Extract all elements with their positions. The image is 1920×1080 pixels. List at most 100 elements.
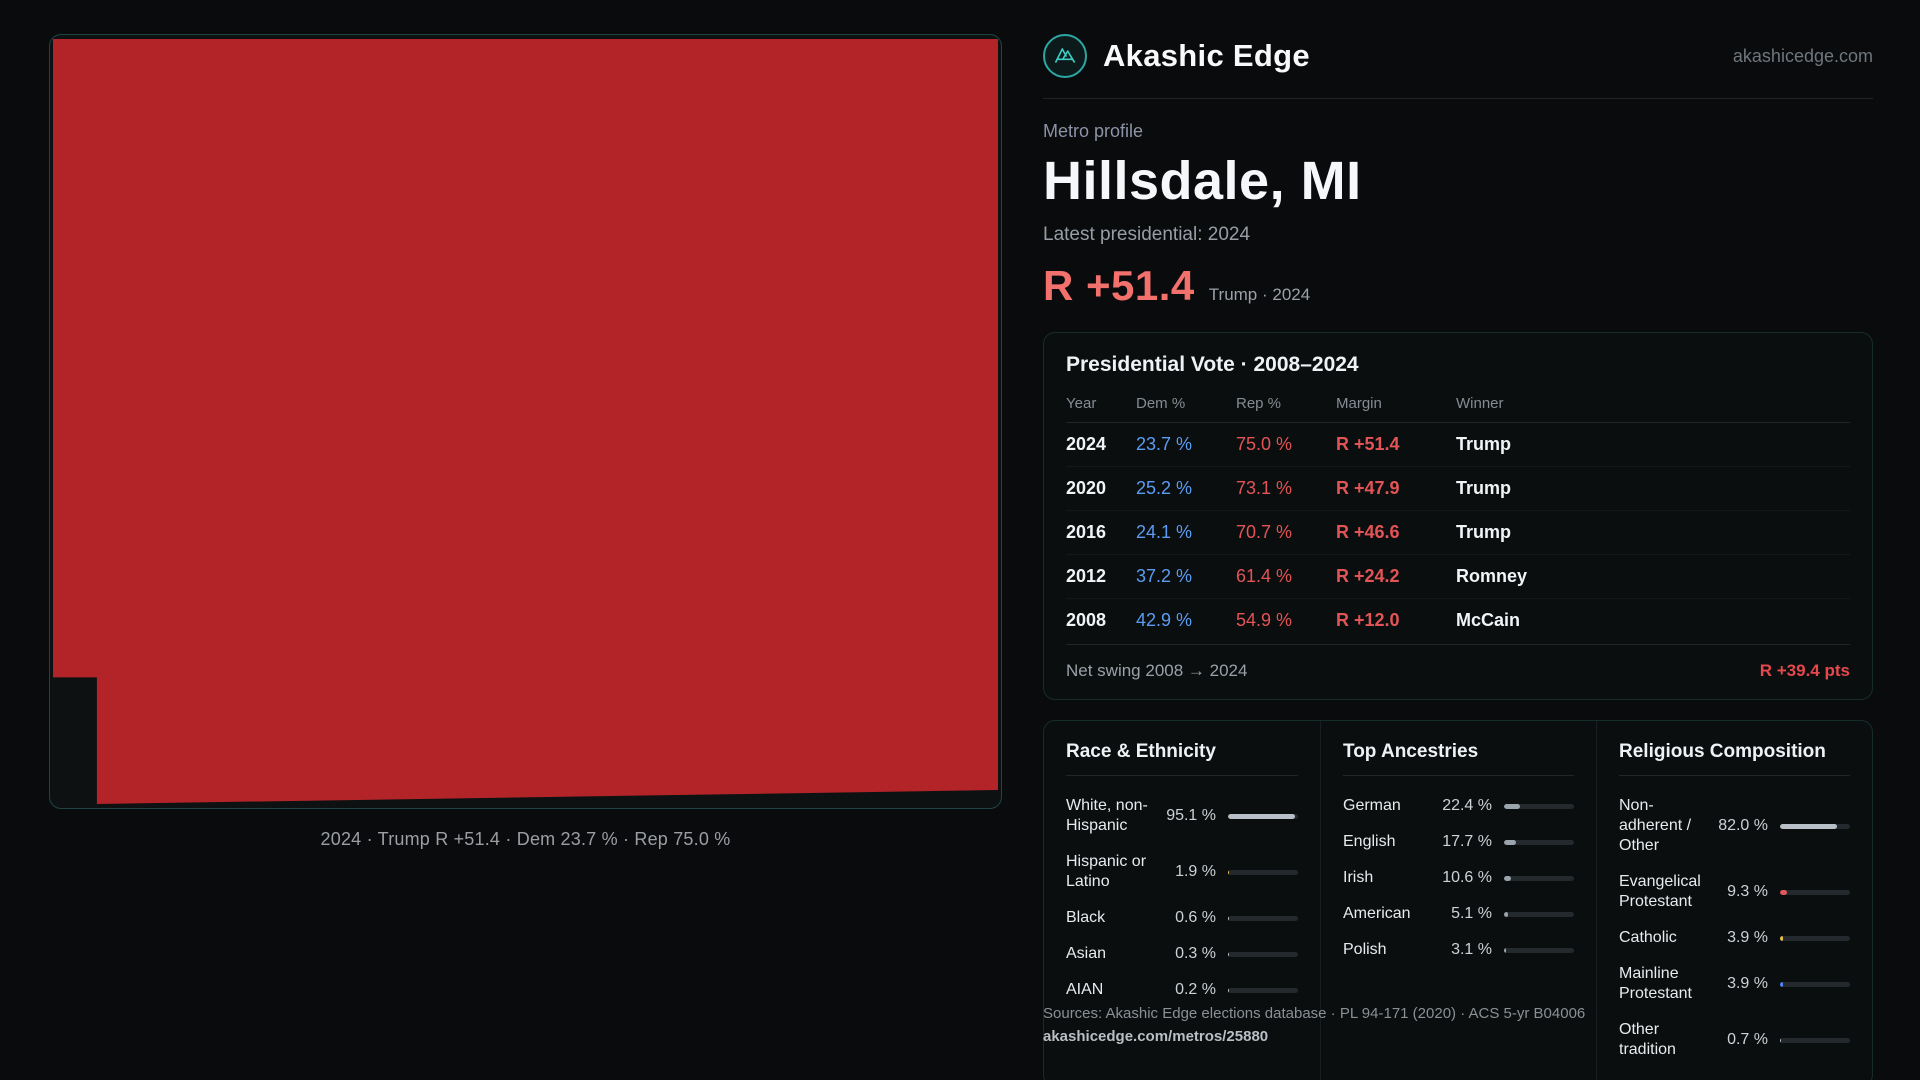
metro-title: Hillsdale, MI [1043,151,1362,211]
demo-bar-fill [1780,823,1838,829]
demo-value: 0.3 % [1175,945,1216,962]
vote-cell-margin: R +46.6 [1336,522,1400,542]
metro-shape [52,38,999,805]
vote-cell-dem: 25.2 % [1136,478,1193,498]
demo-bar-fill [1228,951,1230,957]
demo-label: American [1343,905,1411,922]
demo-section-ancestries: Top Ancestries German 22.4 % English 17.7 % I… [1320,721,1596,1080]
metro-kicker: Metro profile [1043,121,1144,141]
demo-value: 3.1 % [1451,941,1492,958]
demo-row: AIAN 0.2 % [1066,972,1298,1008]
demo-label: Hispanic or Latino [1066,853,1147,890]
vote-cell-margin: R +12.0 [1336,610,1400,630]
akashic-edge-logo [1043,34,1087,78]
vote-cell-rep: 75.0 % [1236,434,1293,454]
demo-value: 22.4 % [1442,797,1492,814]
vote-cell-dem: 37.2 % [1136,566,1193,586]
demo-bar [1228,951,1298,957]
vote-row: 2016 24.1 % 70.7 % R +46.6 Trump [1066,511,1850,555]
demo-bar-fill [1504,839,1517,845]
demo-label: English [1343,833,1396,850]
demo-bar [1780,1037,1850,1043]
sources-text: Sources: Akashic Edge elections database… [1043,1005,1586,1022]
profile-column: Akashic Edge akashicedge.com Metro profi… [1043,34,1873,1080]
demo-value: 0.6 % [1175,909,1216,926]
map-column: 2024 · Trump R +51.4 · Dem 23.7 % · Rep … [49,34,1002,850]
demo-bar-fill [1780,935,1783,941]
vote-cell-margin: R +51.4 [1336,434,1400,454]
demo-label: German [1343,797,1401,814]
vote-col-header-dem: Dem % [1136,395,1186,412]
vote-cell-year: 2012 [1066,566,1107,586]
demo-value: 0.2 % [1175,981,1216,998]
demo-value: 0.7 % [1727,1031,1768,1048]
vote-table-body: 2024 23.7 % 75.0 % R +51.4 Trump 2020 25.2 % 73… [1066,423,1850,642]
demo-bar [1780,935,1850,941]
vote-col-header-margin: Margin [1336,395,1382,412]
permalink[interactable]: akashicedge.com/metros/25880 [1043,1028,1269,1045]
site-header: Akashic Edge akashicedge.com [1043,34,1873,99]
headline-margin: R +51.4 [1043,262,1195,309]
section-title-ancestries: Top Ancestries [1343,741,1574,776]
vote-col-header-rep: Rep % [1236,395,1282,412]
demo-bar [1504,875,1574,881]
vote-cell-winner: Trump [1456,478,1512,498]
demo-bar-fill [1504,875,1512,881]
demo-row: Non-adherent / Other 82.0 % [1619,788,1850,864]
net-swing-value: R +39.4 pts [1759,661,1850,680]
net-swing-row: Net swing 2008 → 2024 R +39.4 pts [1066,644,1850,699]
vote-col-header-year: Year [1066,395,1097,412]
vote-col-header-winner: Winner [1456,395,1504,412]
demo-bar-fill [1228,813,1295,819]
demo-label: Irish [1343,869,1374,886]
demo-row: Black 0.6 % [1066,900,1298,936]
vote-cell-rep: 54.9 % [1236,610,1293,630]
demo-bar [1228,915,1298,921]
vote-row: 2024 23.7 % 75.0 % R +51.4 Trump [1066,423,1850,467]
headline-note: Trump · 2024 [1208,285,1311,304]
demo-value: 17.7 % [1442,833,1492,850]
section-title-religion: Religious Composition [1619,741,1850,776]
demo-label: AIAN [1066,981,1104,998]
demo-bar [1780,889,1850,895]
vote-cell-margin: R +24.2 [1336,566,1400,586]
demo-label: Evangelical Protestant [1619,873,1701,910]
vote-cell-winner: Trump [1456,434,1512,454]
demo-row: Hispanic or Latino 1.9 % [1066,844,1298,900]
demo-label: Mainline Protestant [1619,965,1692,1002]
demo-label: Asian [1066,945,1107,962]
vote-cell-margin: R +47.9 [1336,478,1400,498]
vote-cell-year: 2016 [1066,522,1107,542]
section-title-race: Race & Ethnicity [1066,741,1298,776]
demo-section-race: Race & Ethnicity White, non-Hispanic 95.1 … [1044,721,1320,1080]
map-panel [49,34,1002,809]
demo-bar-fill [1504,803,1520,809]
map-caption: 2024 · Trump R +51.4 · Dem 23.7 % · Rep … [320,829,731,849]
demo-label: Black [1066,909,1106,926]
demo-row: English 17.7 % [1343,824,1574,860]
vote-cell-year: 2008 [1066,610,1107,630]
demo-row: Mainline Protestant 3.9 % [1619,956,1850,1012]
demo-bar [1228,869,1298,875]
demo-bar-fill [1504,947,1507,953]
site-url-link[interactable]: akashicedge.com [1732,45,1873,66]
demo-row: Asian 0.3 % [1066,936,1298,972]
demo-row: Polish 3.1 % [1343,932,1574,968]
demo-value: 10.6 % [1442,869,1492,886]
net-swing-label: Net swing 2008 → 2024 [1066,661,1248,680]
demo-label: Catholic [1619,929,1677,946]
demo-bar-fill [1780,889,1787,895]
demo-value: 3.9 % [1727,975,1768,992]
vote-table-header: Year Dem % Rep % Margin Winner [1066,391,1850,423]
demo-bar-fill [1228,915,1230,921]
vote-cell-winner: Trump [1456,522,1512,542]
vote-cell-winner: McCain [1456,610,1521,630]
site-title: Akashic Edge [1103,38,1310,73]
vote-card-title: Presidential Vote · 2008–2024 [1066,353,1359,376]
demo-bar [1228,987,1298,993]
demo-row: American 5.1 % [1343,896,1574,932]
demo-bar-fill [1780,1037,1782,1043]
demo-label: White, non-Hispanic [1066,797,1148,834]
vote-cell-winner: Romney [1456,566,1528,586]
